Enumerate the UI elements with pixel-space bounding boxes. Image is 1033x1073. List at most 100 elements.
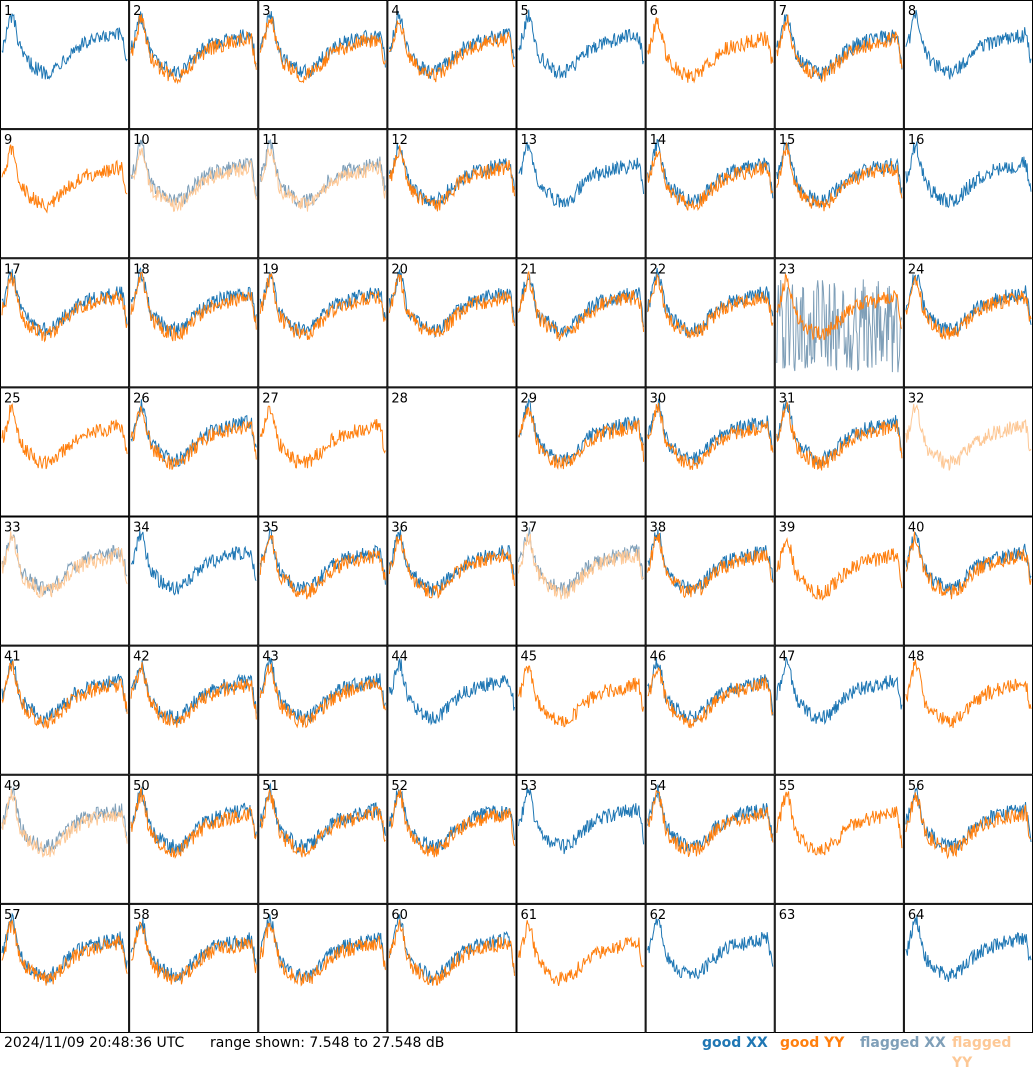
good-YY-trace [259, 534, 386, 600]
panel-frame [774, 387, 904, 517]
panel-52: 52 [387, 774, 517, 904]
panel-label: 50 [133, 779, 150, 794]
good-YY-trace [647, 532, 774, 599]
flagged-YY-trace [130, 147, 257, 212]
panel-label: 16 [908, 133, 925, 148]
panel-label: 23 [779, 262, 796, 277]
panel-12: 12 [387, 129, 517, 259]
panel-frame [645, 129, 775, 259]
good-XX-trace [518, 786, 645, 855]
panel-5: 5 [516, 0, 646, 130]
panel-42: 42 [129, 645, 259, 775]
panel-label: 22 [650, 262, 667, 277]
panel-48: 48 [904, 646, 1033, 775]
panel-label: 21 [521, 262, 538, 277]
good-XX-trace [1, 269, 128, 337]
panel-label: 28 [391, 391, 408, 406]
panel-frame [0, 258, 130, 388]
panel-label: 25 [4, 391, 21, 406]
panel-frame [129, 774, 259, 904]
panel-2: 2 [129, 0, 259, 130]
panel-frame [516, 516, 646, 646]
panel-46: 46 [645, 645, 775, 775]
panel-label: 31 [779, 391, 796, 406]
panel-16: 16 [904, 130, 1033, 259]
panel-frame [903, 903, 1033, 1033]
panel-frame [129, 129, 259, 259]
good-YY-trace [518, 665, 645, 728]
panel-label: 15 [779, 133, 796, 148]
good-XX-trace [905, 9, 1032, 80]
good-YY-trace [776, 537, 903, 601]
panel-frame [645, 258, 775, 388]
good-YY-trace [647, 150, 774, 212]
panel-frame [387, 903, 517, 1033]
good-YY-trace [776, 14, 903, 84]
flagged-YY-trace [1, 531, 128, 599]
panel-frame [774, 129, 904, 259]
good-YY-trace [1, 660, 128, 730]
good-YY-trace [130, 14, 257, 85]
good-YY-trace [388, 145, 515, 212]
good-YY-trace [647, 402, 774, 470]
good-XX-trace [647, 398, 774, 466]
panel-39: 39 [774, 516, 904, 646]
panel-frame [903, 774, 1033, 904]
panel-14: 14 [645, 129, 775, 259]
panel-26: 26 [129, 387, 259, 517]
panel-10: 10 [129, 129, 259, 259]
timestamp-label: 2024/11/09 20:48:36 UTC [4, 1035, 185, 1051]
good-YY-trace [905, 275, 1032, 341]
panel-31: 31 [774, 387, 904, 517]
panel-label: 57 [4, 908, 21, 923]
panel-frame [0, 774, 130, 904]
panel-frame [645, 387, 775, 517]
good-XX-trace [260, 914, 386, 982]
good-YY-trace [518, 271, 645, 342]
good-YY-trace [1, 144, 128, 214]
good-YY-trace [259, 405, 386, 469]
flagged-YY-trace [905, 403, 1032, 471]
panel-frame [774, 516, 904, 646]
panel-label: 45 [521, 650, 538, 665]
good-YY-trace [388, 20, 515, 83]
panel-13: 13 [516, 129, 646, 259]
panel-frame [258, 129, 388, 259]
good-YY-trace [259, 272, 386, 340]
panel-1: 1 [0, 0, 130, 130]
good-XX-trace [388, 789, 515, 853]
good-YY-trace [388, 273, 515, 337]
panel-frame [774, 774, 904, 904]
good-YY-trace [647, 273, 774, 340]
panel-frame [645, 645, 775, 775]
panel-55: 55 [774, 774, 904, 904]
panel-label: 27 [262, 391, 279, 406]
panel-label: 35 [262, 521, 279, 536]
panel-3: 3 [258, 0, 388, 130]
good-YY-trace [647, 17, 774, 84]
panel-label: 55 [779, 779, 796, 794]
panel-label: 20 [391, 262, 408, 277]
panel-59: 59 [258, 903, 388, 1033]
panel-21: 21 [516, 258, 646, 388]
panel-label: 33 [4, 521, 21, 536]
footer-bar: 2024/11/09 20:48:36 UTC range shown: 7.5… [0, 1033, 1033, 1071]
panel-frame [387, 129, 517, 259]
panel-frame [0, 903, 130, 1033]
flagged-YY-trace [518, 533, 644, 600]
panel-54: 54 [645, 774, 775, 904]
panel-frame [516, 129, 646, 259]
good-XX-trace [518, 141, 645, 208]
panel-label: 60 [391, 908, 408, 923]
good-XX-trace [647, 267, 774, 338]
panel-frame [387, 774, 517, 904]
panel-label: 34 [133, 521, 150, 536]
range-label: range shown: 7.548 to 27.548 dB [210, 1035, 445, 1051]
good-YY-trace [130, 921, 257, 985]
panel-frame [516, 0, 646, 130]
panel-frame [129, 645, 259, 775]
panel-label: 29 [521, 391, 538, 406]
panel-44: 44 [388, 646, 517, 775]
good-YY-trace [647, 789, 774, 857]
panel-label: 2 [133, 4, 141, 19]
